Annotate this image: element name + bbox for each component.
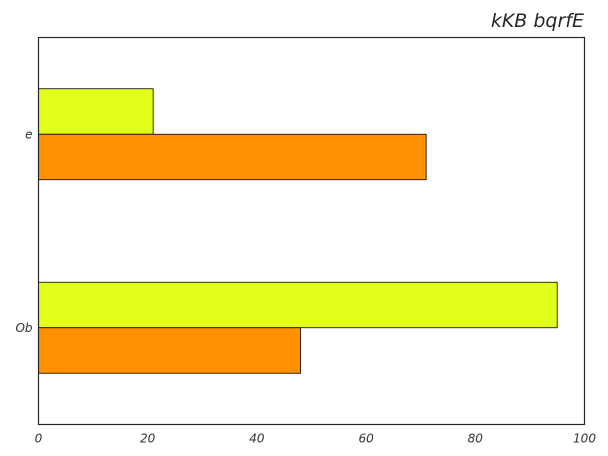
x-axis-ticks: 0 20 40 60 80 100 [35,432,597,446]
plot-frame [37,36,586,426]
bar-e-series-1 [38,88,154,135]
x-tick-label: 100 [573,432,596,446]
bar-Ob-series-2 [38,327,301,374]
x-tick-label: 20 [140,432,156,446]
bars-layer [38,88,558,374]
x-tick-label: 80 [468,432,484,446]
y-tick-label: Ob [15,321,32,335]
y-tick-label: e [25,127,32,141]
chart-title: kKB bqrfE [491,10,584,32]
x-tick-label: 40 [249,432,265,446]
x-tick-label: 60 [358,432,374,446]
y-axis-ticks: e Ob [15,127,32,335]
x-tick-label: 0 [35,432,43,446]
bar-Ob-series-1 [38,281,558,329]
bar-e-series-2 [38,133,427,181]
